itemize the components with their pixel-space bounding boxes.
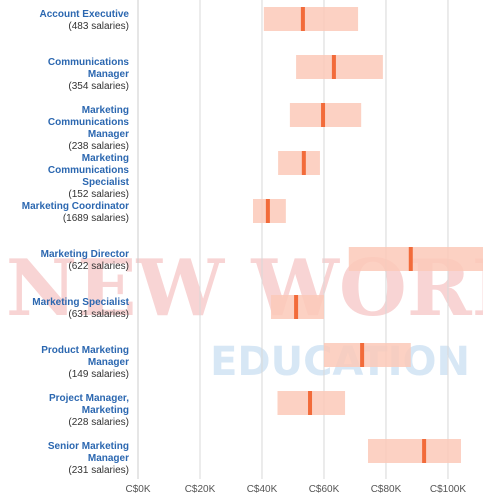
median-marker [360,343,365,367]
row-label: Marketing Communications Manager (238 sal… [4,105,129,153]
median-marker [294,295,299,319]
salary-count: (483 salaries) [68,21,129,32]
x-tick-label: C$80K [371,484,402,495]
salary-count: (622 salaries) [68,261,129,272]
x-tick-label: C$60K [309,484,340,495]
salary-range [278,151,320,175]
row-label: Marketing Director (622 salaries) [4,249,129,273]
salary-range [348,247,483,271]
job-title[interactable]: Project Manager, Marketing [48,393,129,416]
job-title[interactable]: Marketing Director [40,249,129,260]
job-title[interactable]: Senior Marketing Manager [47,441,129,464]
job-title[interactable]: Communications Manager [47,57,129,80]
job-title[interactable]: Marketing Communications Manager [47,105,129,140]
job-title[interactable]: Product Marketing Manager [41,345,129,368]
salary-range [263,7,359,31]
salary-range [368,439,461,463]
salary-range [296,55,383,79]
row-label: Project Manager, Marketing (228 salaries) [4,393,129,429]
job-title[interactable]: Marketing Specialist [32,297,129,308]
salary-range [289,103,362,127]
x-tick-label: C$20K [185,484,216,495]
row-label: Marketing Communications Specialist (152 … [4,153,129,201]
row-label: Product Marketing Manager (149 salaries) [4,345,129,381]
x-tick-label: C$0K [125,484,150,495]
salary-count: (228 salaries) [68,417,129,428]
median-marker [301,151,306,175]
row-label: Marketing Specialist (631 salaries) [4,297,129,321]
median-marker [321,103,326,127]
median-marker [300,7,305,31]
job-title[interactable]: Marketing Coordinator [21,201,129,212]
row-label: Account Executive (483 salaries) [4,9,129,33]
x-tick-label: C$100K [430,484,466,495]
salary-count: (354 salaries) [68,81,129,92]
median-marker [265,199,270,223]
salary-range [323,343,411,367]
median-marker [331,55,336,79]
median-marker [422,439,427,463]
row-label: Marketing Coordinator (1689 salaries) [4,201,129,225]
median-marker [408,247,413,271]
job-title[interactable]: Account Executive [39,9,129,20]
row-label: Senior Marketing Manager (231 salaries) [4,441,129,477]
job-title[interactable]: Marketing Communications Specialist [47,153,129,188]
row-label: Communications Manager (354 salaries) [4,57,129,93]
salary-count: (152 salaries) [68,189,129,200]
median-marker [308,391,313,415]
salary-count: (631 salaries) [68,309,129,320]
salary-count: (231 salaries) [68,465,129,476]
salary-count: (238 salaries) [68,141,129,152]
salary-count: (1689 salaries) [62,213,129,224]
salary-count: (149 salaries) [68,369,129,380]
x-tick-label: C$40K [247,484,278,495]
